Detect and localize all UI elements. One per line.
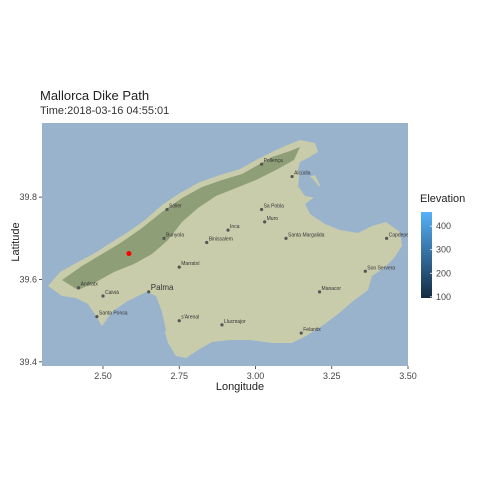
place-label: Calvià <box>105 290 119 296</box>
y-tick-label: 39.4 <box>19 357 37 367</box>
place-dot <box>95 314 99 319</box>
legend-tick-label: 200 <box>436 268 451 278</box>
place-dot <box>162 236 166 240</box>
place-dot <box>317 290 322 294</box>
bay-of-alcudia <box>298 170 322 198</box>
legend-tick-label: 400 <box>436 221 451 231</box>
place-label: Santa Ponsa <box>99 311 128 317</box>
y-tick-label: 39.6 <box>19 275 37 285</box>
elevation-legend-ticks: 400 300 200 100 <box>430 221 451 302</box>
place-dot <box>263 220 267 224</box>
place-label: Sa Pobla <box>264 203 285 209</box>
place-dot <box>290 174 294 179</box>
bay-of-palma <box>112 294 166 342</box>
y-tick-label: 39.8 <box>19 192 37 202</box>
place-label: Bunyola <box>166 232 184 238</box>
x-tick-label: 2.50 <box>94 371 112 381</box>
place-label: s'Arenal <box>181 315 199 321</box>
legend-tick-label: 300 <box>436 245 451 255</box>
place-label: Binissalem <box>209 236 233 242</box>
place-dot <box>260 162 264 166</box>
mountain-range <box>62 147 300 290</box>
chart-title: Mallorca Dike Path <box>40 88 150 103</box>
place-dot <box>177 265 181 269</box>
y-axis: 39.4 39.6 39.8 <box>19 192 42 367</box>
path-points <box>126 251 132 257</box>
place-dot <box>363 269 367 273</box>
place-dot <box>205 240 209 245</box>
place-label: Felanitx <box>303 327 321 333</box>
legend-tick-label: 100 <box>436 292 451 302</box>
place-dot <box>284 236 288 240</box>
place-label: Alcúdia <box>294 171 311 177</box>
place-dot <box>101 294 105 298</box>
y-axis-title: Latitude <box>10 222 22 262</box>
place-dot <box>260 207 264 212</box>
place-dot <box>226 228 230 232</box>
place-dot <box>165 207 169 212</box>
chart-subtitle: Time:2018-03-16 04:55:01 <box>40 105 170 117</box>
x-axis: 2.50 2.75 3.00 3.25 3.50 <box>94 366 417 381</box>
place-label: Andratx <box>81 282 99 288</box>
x-tick-label: 2.75 <box>170 371 188 381</box>
place-dot <box>299 331 303 335</box>
legend-title: Elevation <box>420 193 466 205</box>
place-label: Santa Margalida <box>288 232 325 238</box>
place-label: Palma <box>151 283 174 292</box>
place-label: Capdepera <box>389 232 414 238</box>
place-dot <box>220 323 224 327</box>
x-tick-label: 3.50 <box>399 371 417 381</box>
place-dot <box>77 286 81 290</box>
path-point <box>126 251 132 257</box>
place-label: Marratxí <box>181 261 200 267</box>
x-tick-label: 3.00 <box>247 371 265 381</box>
place-label: Muro <box>267 216 279 222</box>
place-label: Llucmajor <box>224 319 246 325</box>
place-label: Inca <box>230 224 240 230</box>
place-label: Sóller <box>169 203 182 209</box>
place-dot <box>147 290 151 294</box>
x-axis-title: Longitude <box>215 381 265 393</box>
place-label: Manacor <box>322 286 342 292</box>
x-tick-label: 3.25 <box>323 371 341 381</box>
place-dot <box>177 319 181 323</box>
place-label: Son Servera <box>367 265 395 271</box>
place-label: Pollença <box>264 158 283 164</box>
place-labels: Palma Inca Manacor Pollença Alcúdia Sa Pobla M… <box>77 158 414 335</box>
elevation-colorbar <box>421 212 432 298</box>
place-dot <box>385 236 389 240</box>
